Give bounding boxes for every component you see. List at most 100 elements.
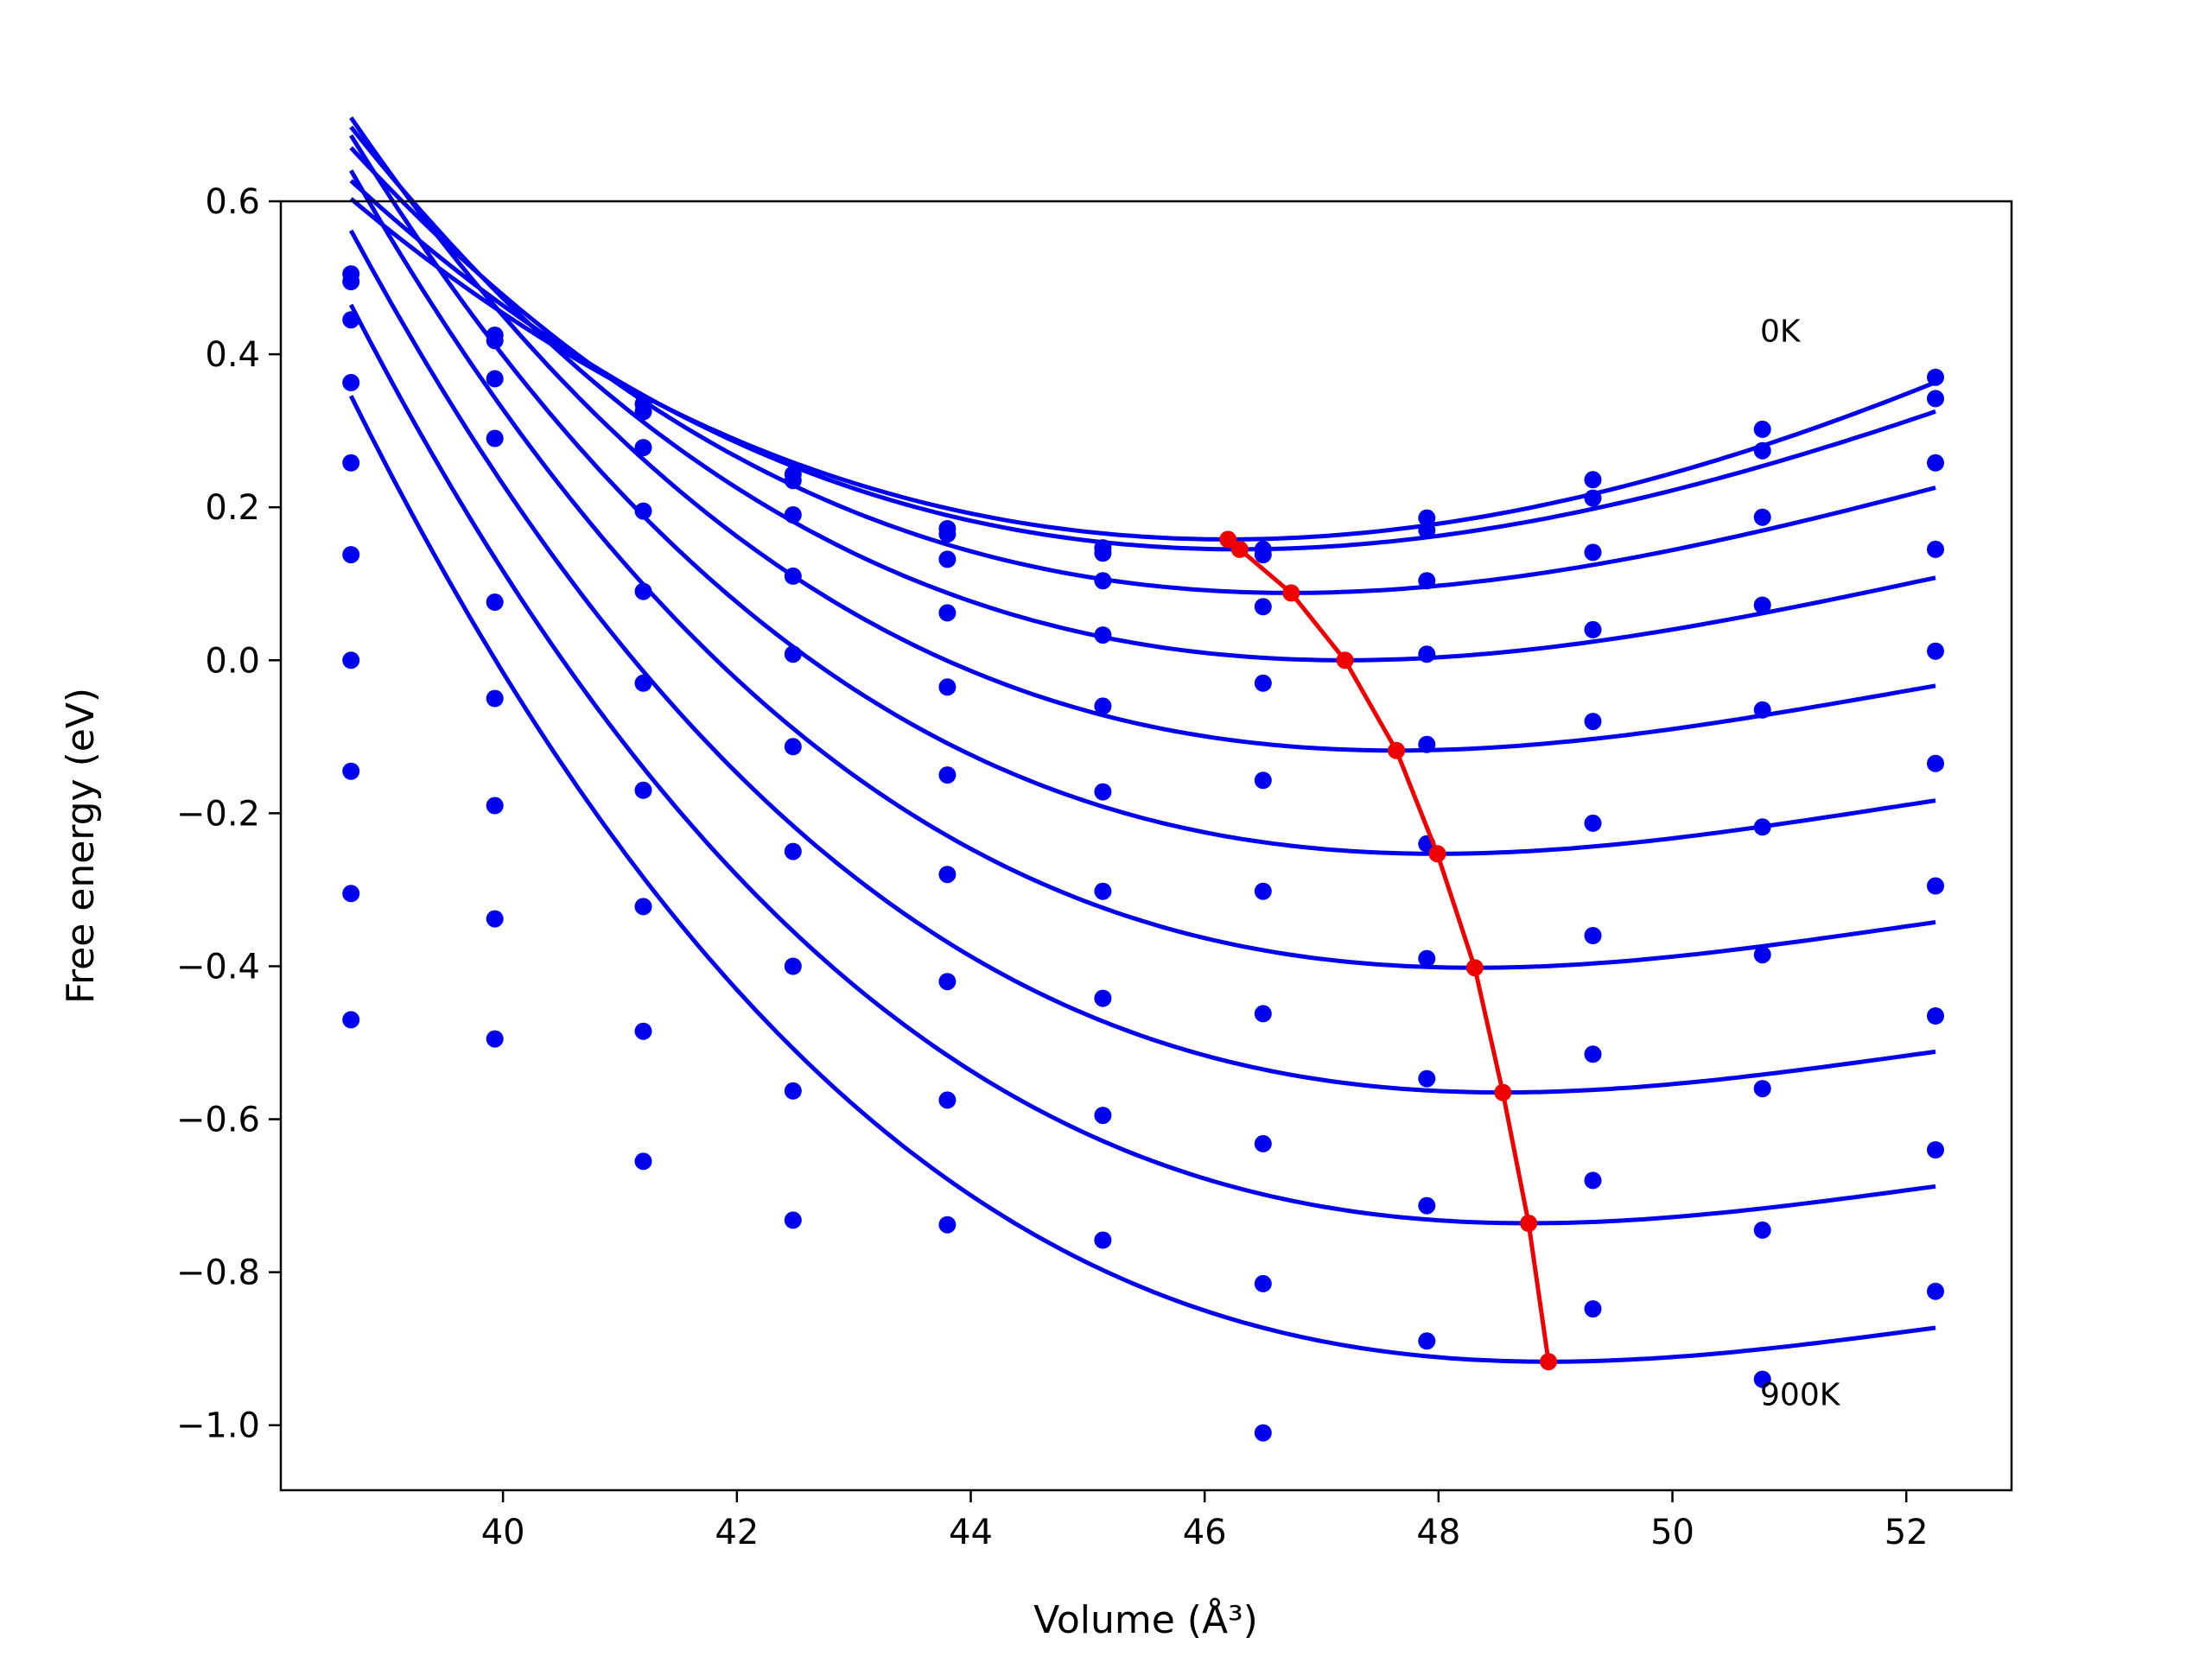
x-tick-label-0: 40	[481, 1513, 525, 1552]
data-point-8-6	[1254, 1274, 1272, 1292]
data-point-5-0	[342, 546, 360, 564]
data-point-6-5	[1094, 882, 1112, 900]
data-point-8-9	[1753, 1221, 1771, 1239]
fit-curve-4	[349, 116, 1936, 753]
data-point-4-4	[938, 678, 957, 696]
data-point-7-9	[1753, 1080, 1771, 1098]
data-point-2-4	[938, 550, 957, 568]
data-point-7-5	[1094, 989, 1112, 1007]
y-tick-label-6: −0.6	[176, 1101, 260, 1140]
data-point-9-8	[1584, 1300, 1602, 1318]
minimum-point-3	[1336, 651, 1354, 670]
data-point-7-6	[1254, 1134, 1272, 1152]
data-point-4-2	[634, 582, 652, 600]
data-point-2-3	[784, 506, 802, 524]
data-point-9-10	[1927, 1282, 1944, 1300]
minimum-point-1	[1230, 540, 1249, 558]
data-point-0-8	[1584, 471, 1602, 489]
data-point-1-5	[1094, 544, 1112, 562]
data-point-7-3	[784, 957, 802, 975]
data-point-1-10	[1927, 390, 1944, 408]
data-point-7-0	[342, 762, 360, 780]
data-point-5-6	[1254, 882, 1272, 900]
y-tick-label-2: 0.2	[205, 488, 260, 528]
data-point-8-4	[938, 1091, 957, 1109]
data-point-5-1	[486, 689, 504, 708]
data-point-8-2	[634, 1022, 652, 1040]
data-point-2-1	[486, 370, 504, 388]
data-point-4-10	[1927, 642, 1944, 660]
data-point-2-8	[1584, 543, 1602, 562]
data-point-1-6	[1254, 546, 1272, 564]
data-point-3-2	[634, 502, 652, 520]
x-tick-label-4: 48	[1416, 1513, 1460, 1552]
data-point-3-0	[342, 373, 360, 391]
y-axis-ticks: 0.6 0.4 0.2 0.0 −0.2 −0.4 −0.6 −0.8 −1.0	[176, 182, 281, 1446]
x-tick-label-6: 52	[1885, 1513, 1929, 1552]
minimum-point-4	[1388, 741, 1406, 759]
data-point-1-4	[938, 525, 957, 543]
data-point-3-7	[1418, 645, 1436, 663]
data-point-6-6	[1254, 1005, 1272, 1023]
data-point-8-5	[1094, 1107, 1112, 1125]
y-tick-label-1: 0.4	[205, 335, 260, 375]
data-point-9-9	[1753, 1370, 1771, 1388]
data-point-9-0	[342, 1011, 360, 1029]
data-point-4-1	[486, 593, 504, 611]
data-point-7-8	[1584, 1045, 1602, 1063]
data-point-8-1	[486, 1030, 504, 1048]
data-point-1-3	[784, 472, 802, 490]
y-tick-label-3: 0.0	[205, 641, 260, 681]
fit-curve-3	[349, 125, 1936, 663]
y-tick-label-5: −0.4	[176, 947, 260, 987]
data-point-4-5	[1094, 697, 1112, 715]
data-point-2-6	[1254, 598, 1272, 616]
fit-curves	[348, 116, 1936, 1364]
data-point-4-6	[1254, 771, 1272, 790]
data-point-3-5	[1094, 626, 1112, 644]
fit-curve-5	[349, 134, 1936, 856]
data-point-2-10	[1927, 454, 1944, 472]
data-point-9-4	[938, 1216, 957, 1234]
data-point-9-7	[1418, 1332, 1436, 1350]
data-point-8-10	[1927, 1141, 1944, 1158]
data-point-4-9	[1753, 701, 1771, 719]
fit-curve-0	[349, 197, 1936, 542]
data-point-2-0	[342, 311, 360, 329]
annotations: 0K 900K	[1760, 314, 1841, 1413]
x-axis-label: Volume (Å³)	[1033, 1596, 1258, 1642]
y-tick-label-4: −0.2	[176, 794, 260, 834]
data-point-0-10	[1927, 368, 1944, 386]
data-point-1-2	[634, 403, 652, 421]
data-point-3-3	[784, 567, 802, 585]
data-point-1-8	[1584, 489, 1602, 507]
minimum-point-9	[1540, 1353, 1558, 1371]
data-point-4-8	[1584, 713, 1602, 731]
y-tick-label-7: −0.8	[176, 1254, 260, 1293]
data-point-0-9	[1753, 420, 1771, 438]
data-point-1-0	[342, 273, 360, 290]
data-point-2-7	[1418, 572, 1436, 590]
data-point-7-1	[486, 910, 504, 928]
data-point-7-4	[938, 973, 957, 991]
data-point-6-4	[938, 866, 957, 884]
minimum-point-2	[1282, 584, 1300, 602]
data-point-8-0	[342, 885, 360, 903]
data-point-2-2	[634, 439, 652, 457]
data-point-6-3	[784, 842, 802, 860]
y-tick-label-0: 0.6	[205, 182, 260, 222]
x-tick-label-3: 46	[1183, 1513, 1227, 1552]
data-point-3-9	[1753, 596, 1771, 614]
data-point-8-7	[1418, 1196, 1436, 1215]
data-point-5-3	[784, 738, 802, 756]
x-tick-label-2: 44	[949, 1513, 993, 1552]
data-point-9-3	[784, 1211, 802, 1229]
fit-curve-1	[349, 179, 1936, 552]
fit-curve-6	[349, 169, 1936, 970]
data-point-3-4	[938, 604, 957, 622]
data-point-0-7	[1418, 509, 1436, 527]
annotation-1: 900K	[1760, 1377, 1841, 1412]
minima-path	[1226, 537, 1551, 1362]
data-point-6-2	[634, 781, 652, 799]
